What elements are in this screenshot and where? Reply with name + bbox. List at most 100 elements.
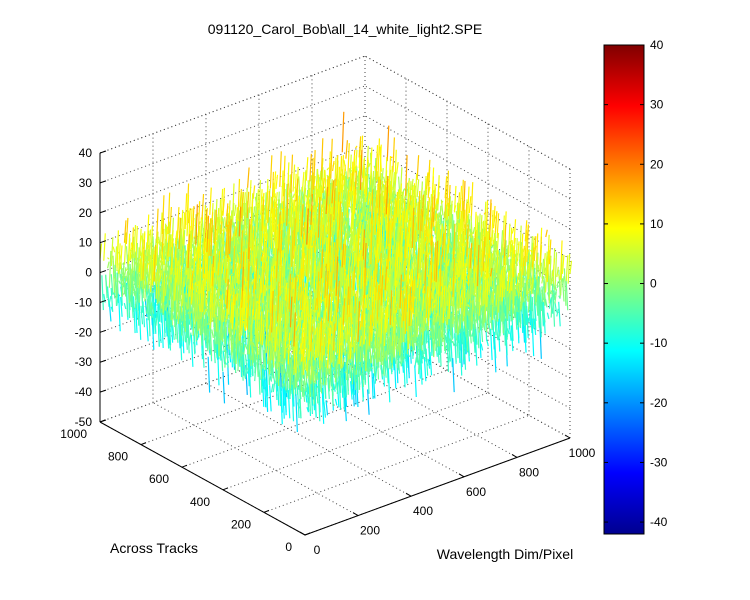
surface-spike <box>196 334 200 341</box>
surface-spike <box>385 207 389 249</box>
surface-spike <box>202 273 205 313</box>
surface-spike <box>306 208 309 245</box>
surface-spike <box>316 219 319 231</box>
surface-spike <box>348 228 352 237</box>
surface-spike <box>365 208 368 222</box>
surface-spike <box>333 221 336 236</box>
surface-spike <box>213 339 216 364</box>
surface-spike <box>145 299 149 314</box>
surface-spike <box>358 249 362 262</box>
surface-spike <box>193 246 196 276</box>
surface-spike <box>292 245 296 273</box>
surface-spike <box>255 246 259 257</box>
surface-spike <box>166 310 170 336</box>
surface-spike <box>215 344 218 359</box>
surface-spike <box>110 274 114 295</box>
surface-spike <box>218 326 222 351</box>
surface-spike <box>300 204 304 237</box>
surface-spike <box>207 314 211 326</box>
surface-spike <box>319 204 323 246</box>
surface-spike <box>351 217 355 240</box>
surface-spike <box>260 256 264 293</box>
surface-spike <box>104 275 108 299</box>
surface-spike <box>320 138 324 180</box>
surface-spike <box>288 196 292 217</box>
surface-spike <box>312 205 316 213</box>
surface-spike <box>151 254 155 286</box>
surface-spike <box>240 191 244 219</box>
surface-spike <box>331 180 335 204</box>
surface-spike <box>294 173 297 213</box>
surface-spike <box>181 281 185 307</box>
surface-spike <box>171 230 174 247</box>
surface-spike <box>176 207 180 238</box>
surface-spike <box>185 328 188 343</box>
surface-spike <box>399 226 402 229</box>
surface-spike <box>273 171 277 198</box>
surface-spike <box>391 221 395 239</box>
surface-spike <box>252 273 256 316</box>
surface-spike <box>127 280 131 288</box>
surface-spike <box>436 182 440 204</box>
surface-spike <box>154 284 157 319</box>
surface-spike <box>426 217 430 237</box>
surface-spike <box>181 312 185 327</box>
surface-spike <box>274 229 278 266</box>
surface-spike <box>170 286 173 327</box>
surface-spike <box>272 220 276 255</box>
surface-spike <box>287 226 291 254</box>
surface-spike <box>195 204 198 245</box>
surface-spike <box>242 226 246 233</box>
surface-spike <box>354 165 358 168</box>
surface-spike <box>427 197 430 215</box>
surface-spike <box>331 160 335 172</box>
surface-spike <box>194 263 198 305</box>
surface-spike <box>432 194 436 223</box>
surface-spike <box>177 285 181 324</box>
surface-spike <box>272 248 276 268</box>
surface-spike <box>276 223 280 249</box>
back-grid-line <box>99 85 366 184</box>
surface-spike <box>199 217 202 259</box>
surface-spike <box>246 191 250 219</box>
surface-spike <box>386 125 390 162</box>
surface-spike <box>207 328 211 350</box>
surface-spike <box>281 285 285 293</box>
surface-spike <box>187 234 191 269</box>
surface-spike <box>295 189 299 223</box>
surface-spike <box>296 291 299 317</box>
surface-spike <box>225 203 229 227</box>
surface-spike <box>183 266 187 287</box>
surface-spike <box>197 231 201 254</box>
surface-spike <box>125 268 129 271</box>
surface-spike <box>268 284 271 290</box>
surface-spike <box>231 220 235 228</box>
surface-spike <box>116 270 119 298</box>
surface-spike <box>162 273 166 303</box>
surface-spike <box>297 196 301 233</box>
surface-spike <box>168 314 172 351</box>
surface-spike <box>379 144 382 186</box>
surface-spike <box>269 216 272 247</box>
surface-spike <box>313 260 317 292</box>
surface-spike <box>296 244 300 277</box>
surface-spike <box>151 290 155 294</box>
surface-spike <box>254 258 258 290</box>
surface-spike <box>234 261 238 278</box>
surface-spike <box>340 212 343 250</box>
surface-spike <box>261 248 265 255</box>
surface-spike <box>355 228 359 266</box>
surface-spike <box>232 246 236 273</box>
surface-spike <box>230 282 234 296</box>
surface-spike <box>238 252 242 255</box>
surface-spike <box>200 318 203 346</box>
surface-spike <box>279 259 283 297</box>
surface-spike <box>222 323 226 337</box>
surface-spike <box>138 258 142 273</box>
surface-spike <box>201 334 205 368</box>
surface-spike <box>183 293 186 332</box>
surface-spike <box>416 179 420 198</box>
surface-spike <box>119 278 123 286</box>
surface-spike <box>358 155 362 186</box>
surface-spike <box>235 235 238 263</box>
